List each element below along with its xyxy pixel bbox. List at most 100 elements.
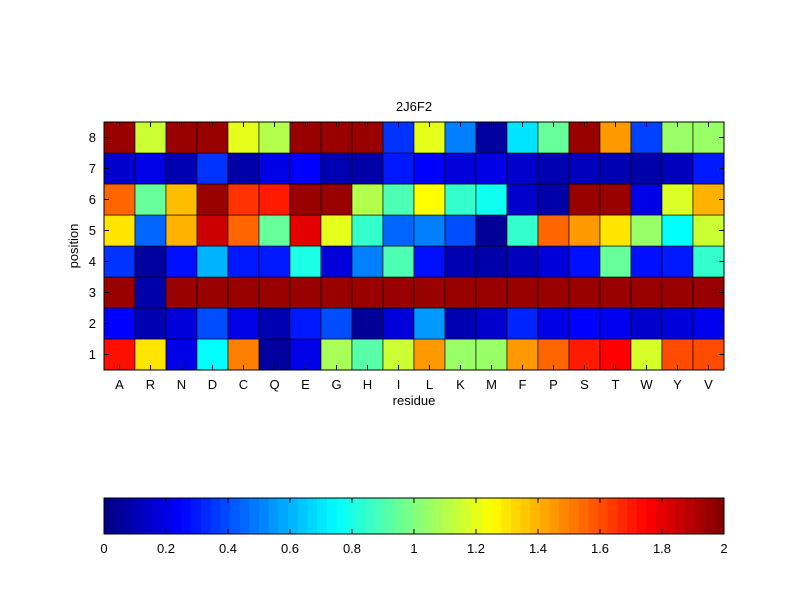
heatmap-cell [289,214,322,247]
colorbar-band [162,498,173,534]
colorbar-band [336,498,347,534]
colorbar-band [704,498,715,534]
heatmap-cell [506,245,539,278]
heatmap-cell [630,152,663,185]
colorbar-band [326,498,337,534]
x-tick-label: T [612,377,620,392]
heatmap-cell [413,214,446,247]
colorbar-band [569,498,580,534]
colorbar-band [462,498,473,534]
colorbar-band [307,498,318,534]
heatmap-cell [227,307,260,340]
x-tick-label: G [331,377,341,392]
colorbar-band [646,498,657,534]
heatmap-cell [134,307,167,340]
heatmap-cells [103,121,725,371]
heatmap-cell [537,121,570,154]
colorbar-band [191,498,202,534]
colorbar-band [133,498,144,534]
heatmap-cell [165,307,198,340]
heatmap-cell [258,307,291,340]
heatmap-cell [196,245,229,278]
colorbar-band [375,498,386,534]
colorbar-band [714,498,725,534]
colorbar-band [607,498,618,534]
heatmap-cell [134,121,167,154]
heatmap-cell [382,121,415,154]
heatmap-cell [661,338,694,371]
heatmap-cell [599,307,632,340]
heatmap-cell [227,183,260,216]
heatmap-cell [630,245,663,278]
heatmap-cell [413,307,446,340]
heatmap-cell [630,307,663,340]
colorbar-band [433,498,444,534]
heatmap-cell [196,183,229,216]
colorbar-band [414,498,425,534]
heatmap-cell [320,214,353,247]
heatmap-cell [630,121,663,154]
heatmap-cell [289,183,322,216]
y-tick-label: 7 [89,161,96,176]
heatmap-cell [444,276,477,309]
heatmap-cell [227,276,260,309]
colorbar-band [384,498,396,534]
colorbar-band [123,498,134,534]
colorbar-band [346,498,357,534]
colorbar-tick-label: 0.8 [343,541,361,556]
heatmap-cell [320,152,353,185]
colorbar-band [394,498,405,534]
colorbar-band [288,498,299,534]
heatmap-cell [382,214,415,247]
x-tick-label: H [363,377,372,392]
heatmap-cell [320,338,353,371]
colorbar-band [355,498,366,534]
colorbar-band [278,498,289,534]
colorbar-band [598,498,609,534]
colorbar-band [220,498,231,534]
heatmap-cell [537,276,570,309]
heatmap-cell [165,245,198,278]
heatmap-cell [320,245,353,278]
colorbar-tick-label: 0 [100,541,107,556]
heatmap-cell [258,338,291,371]
heatmap-cell [382,152,415,185]
heatmap-cell [196,307,229,340]
colorbar-tick-label: 1 [410,541,417,556]
colorbar-tick-label: 0.2 [157,541,175,556]
heatmap-cell [475,276,508,309]
colorbar-band [365,498,376,534]
heatmap-cell [506,214,539,247]
heatmap-cell [599,152,632,185]
heatmap-cell [568,152,601,185]
heatmap-cell [165,214,198,247]
heatmap-cell [258,121,291,154]
heatmap-cell [351,183,384,216]
heatmap-y-ticks: 1 2 3 4 5 6 7 8 [89,130,724,362]
colorbar-band [694,498,706,534]
heatmap-cell [382,276,415,309]
y-tick-label: 6 [89,192,96,207]
colorbar-band [578,498,589,534]
heatmap-cell [351,152,384,185]
heatmap-cell [630,183,663,216]
heatmap-cell [165,121,198,154]
heatmap-cell [661,152,694,185]
x-tick-label: Q [269,377,279,392]
x-tick-label: F [519,377,527,392]
x-tick-label: W [640,377,653,392]
heatmap-cell [103,214,136,247]
colorbar-band [171,498,182,534]
heatmap-cell [165,183,198,216]
y-tick-label: 1 [89,347,96,362]
colorbar-band [268,498,279,534]
heatmap-cell [537,183,570,216]
colorbar-band [317,498,328,534]
heatmap-cell [599,214,632,247]
heatmap-cell [506,307,539,340]
heatmap-cell [134,183,167,216]
heatmap-cell [351,276,384,309]
heatmap-cell [258,214,291,247]
